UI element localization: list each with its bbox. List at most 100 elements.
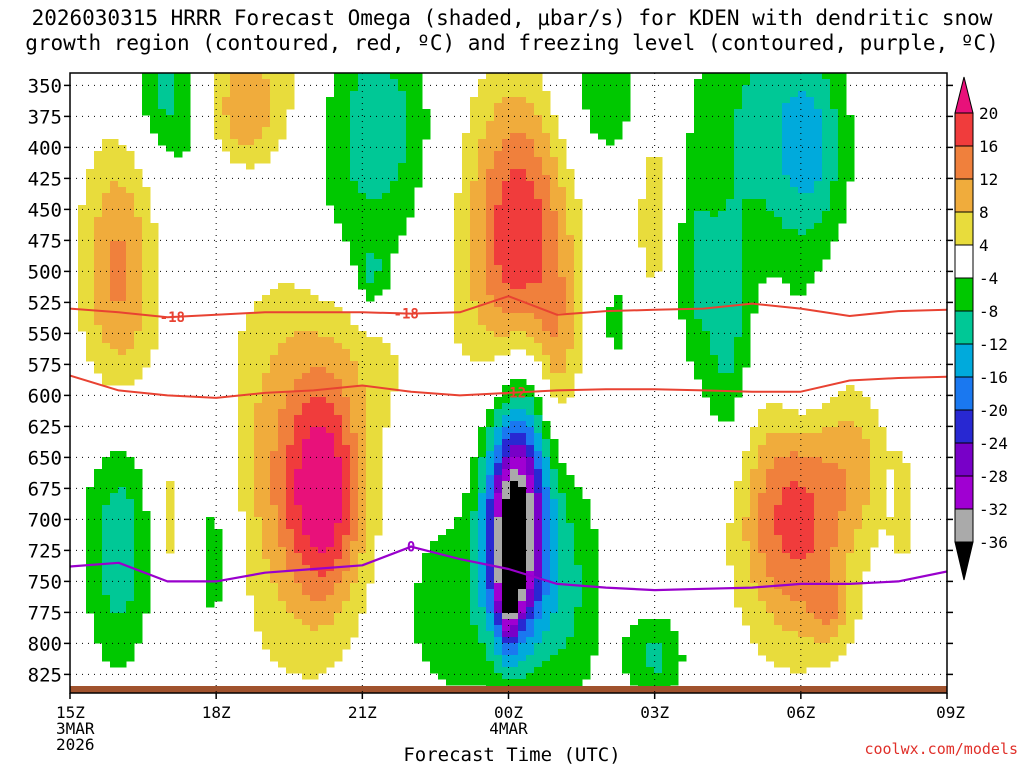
omega-cell xyxy=(726,343,735,350)
omega-cell xyxy=(150,91,159,98)
omega-cell xyxy=(518,85,527,92)
omega-cell xyxy=(790,181,799,188)
omega-cell xyxy=(822,205,831,212)
omega-cell xyxy=(566,505,575,512)
omega-cell xyxy=(542,271,551,278)
omega-cell xyxy=(726,271,735,278)
omega-cell xyxy=(814,463,823,470)
omega-cell xyxy=(542,211,551,218)
omega-cell xyxy=(238,373,247,380)
omega-cell xyxy=(390,211,399,218)
omega-cell xyxy=(822,121,831,128)
omega-cell xyxy=(798,247,807,254)
omega-cell xyxy=(134,283,143,290)
omega-cell xyxy=(86,589,95,596)
omega-cell xyxy=(238,445,247,452)
omega-cell xyxy=(454,277,463,284)
omega-cell xyxy=(270,529,279,536)
omega-cell xyxy=(502,217,511,224)
omega-cell xyxy=(622,97,631,104)
omega-cell xyxy=(854,589,863,596)
omega-cell xyxy=(286,73,295,80)
omega-cell xyxy=(262,457,271,464)
omega-cell xyxy=(398,157,407,164)
omega-cell xyxy=(534,319,543,326)
omega-cell xyxy=(526,427,535,434)
omega-cell xyxy=(278,439,287,446)
omega-cell xyxy=(246,439,255,446)
omega-cell xyxy=(110,265,119,272)
omega-cell xyxy=(510,103,519,110)
omega-cell xyxy=(726,151,735,158)
omega-cell xyxy=(342,133,351,140)
omega-cell xyxy=(606,127,615,134)
omega-cell xyxy=(350,205,359,212)
omega-cell xyxy=(134,559,143,566)
omega-cell xyxy=(118,535,127,542)
omega-cell xyxy=(254,361,263,368)
omega-cell xyxy=(718,103,727,110)
omega-cell xyxy=(374,133,383,140)
omega-cell xyxy=(382,139,391,146)
omega-cell xyxy=(766,559,775,566)
omega-cell xyxy=(814,103,823,110)
omega-cell xyxy=(102,319,111,326)
omega-cell xyxy=(822,523,831,530)
omega-cell xyxy=(454,205,463,212)
omega-cell xyxy=(350,445,359,452)
omega-cell xyxy=(702,313,711,320)
omega-cell xyxy=(262,355,271,362)
omega-cell xyxy=(510,91,519,98)
omega-cell xyxy=(646,205,655,212)
omega-cell xyxy=(486,463,495,470)
omega-cell xyxy=(734,583,743,590)
omega-cell xyxy=(702,307,711,314)
omega-cell xyxy=(134,529,143,536)
omega-cell xyxy=(158,109,167,116)
omega-cell xyxy=(542,439,551,446)
omega-cell xyxy=(686,349,695,356)
omega-cell xyxy=(646,175,655,182)
omega-cell xyxy=(318,481,327,488)
omega-cell xyxy=(846,421,855,428)
omega-cell xyxy=(150,343,159,350)
omega-cell xyxy=(150,127,159,134)
omega-cell xyxy=(790,235,799,242)
omega-cell xyxy=(702,277,711,284)
omega-cell xyxy=(502,421,511,428)
omega-cell xyxy=(158,121,167,128)
omega-cell xyxy=(502,511,511,518)
omega-cell xyxy=(494,571,503,578)
omega-cell xyxy=(846,451,855,458)
omega-cell xyxy=(502,319,511,326)
omega-cell xyxy=(246,445,255,452)
omega-cell xyxy=(286,325,295,332)
omega-cell xyxy=(478,121,487,128)
omega-cell xyxy=(518,223,527,230)
omega-cell xyxy=(262,505,271,512)
omega-cell xyxy=(566,235,575,242)
omega-cell xyxy=(838,145,847,152)
omega-cell xyxy=(774,529,783,536)
omega-cell xyxy=(790,547,799,554)
omega-cell xyxy=(86,571,95,578)
omega-cell xyxy=(534,247,543,254)
omega-cell xyxy=(470,103,479,110)
omega-cell xyxy=(342,331,351,338)
omega-cell xyxy=(358,235,367,242)
omega-cell xyxy=(750,211,759,218)
omega-cell xyxy=(486,601,495,608)
omega-cell xyxy=(582,607,591,614)
omega-cell xyxy=(478,175,487,182)
omega-cell xyxy=(302,313,311,320)
omega-cell xyxy=(502,121,511,128)
omega-cell xyxy=(486,511,495,518)
omega-cell xyxy=(438,595,447,602)
omega-cell xyxy=(118,571,127,578)
omega-cell xyxy=(710,259,719,266)
omega-cell xyxy=(862,523,871,530)
omega-cell xyxy=(774,235,783,242)
omega-cell xyxy=(510,307,519,314)
omega-cell xyxy=(526,445,535,452)
omega-cell xyxy=(478,577,487,584)
